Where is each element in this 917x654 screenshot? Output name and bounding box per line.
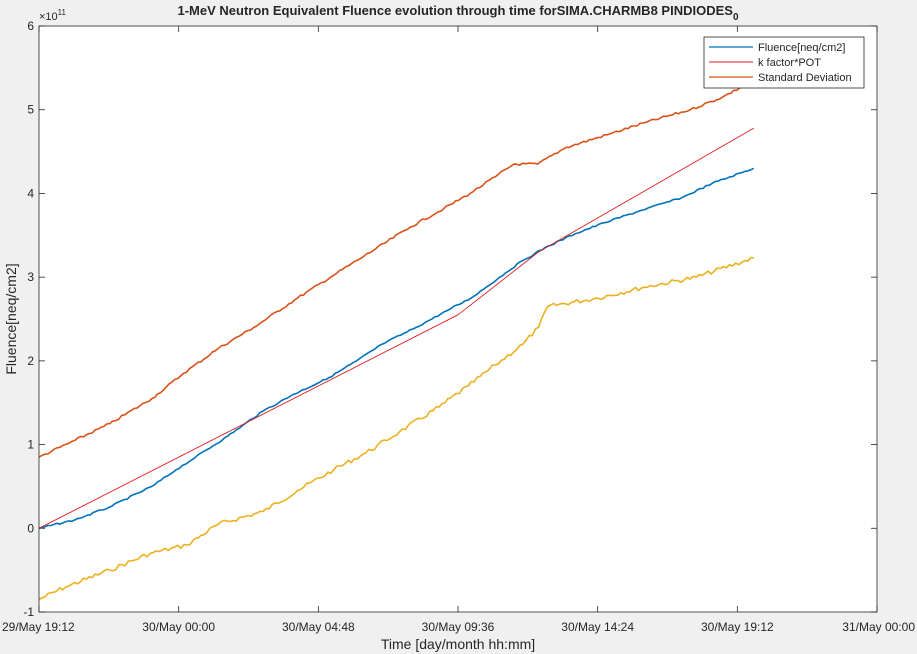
series-line-0: [38, 167, 755, 530]
series-line-1: [38, 127, 755, 529]
legend-label-1: k factor*POT: [758, 57, 821, 69]
y-tick-label: 6: [27, 19, 34, 33]
chart-title-subscript: 0: [733, 12, 739, 23]
y-axis-ticks: -1 0 1 2 3 4 5 6: [23, 19, 877, 619]
x-tick-label: 31/May 00:00: [842, 620, 915, 634]
x-tick-label: 30/May 19:12: [701, 620, 774, 634]
series-line-3: [38, 256, 754, 601]
y-exponent-power: 11: [58, 8, 67, 17]
y-axis-label: Fluence[neq/cm2]: [3, 263, 19, 374]
y-tick-label: -1: [23, 605, 34, 619]
y-exponent-label: ×1011: [39, 8, 67, 23]
y-tick-label: 3: [27, 270, 34, 284]
y-tick-label: 2: [27, 354, 34, 368]
x-axis-label: Time [day/month hh:mm]: [381, 636, 535, 652]
x-axis-ticks: 29/May 19:12 30/May 00:00 30/May 04:48 30/M…: [2, 26, 915, 634]
legend[interactable]: Fluence[neq/cm2] k factor*POT Standard Dev…: [703, 36, 865, 89]
y-tick-label: 1: [27, 438, 34, 452]
x-tick-label: 30/May 14:24: [561, 620, 634, 634]
legend-label-0: Fluence[neq/cm2]: [758, 42, 845, 54]
axes-box: [38, 25, 878, 613]
x-tick-label: 30/May 04:48: [282, 620, 355, 634]
y-tick-label: 0: [27, 521, 34, 535]
x-tick-label: 29/May 19:12: [2, 620, 75, 634]
x-tick-label: 30/May 09:36: [422, 620, 495, 634]
axes-background: [39, 26, 877, 612]
series-layer: [38, 79, 755, 601]
x-tick-label: 30/May 00:00: [142, 620, 215, 634]
chart-title-main: 1-MeV Neutron Equivalent Fluence evoluti…: [178, 3, 734, 18]
y-tick-label: 5: [27, 103, 34, 117]
y-tick-label: 4: [27, 186, 34, 200]
y-exponent-base: ×10: [39, 11, 58, 23]
series-line-2: [38, 79, 754, 458]
chart-title: 1-MeV Neutron Equivalent Fluence evoluti…: [178, 3, 739, 23]
legend-label-2: Standard Deviation: [758, 72, 852, 84]
